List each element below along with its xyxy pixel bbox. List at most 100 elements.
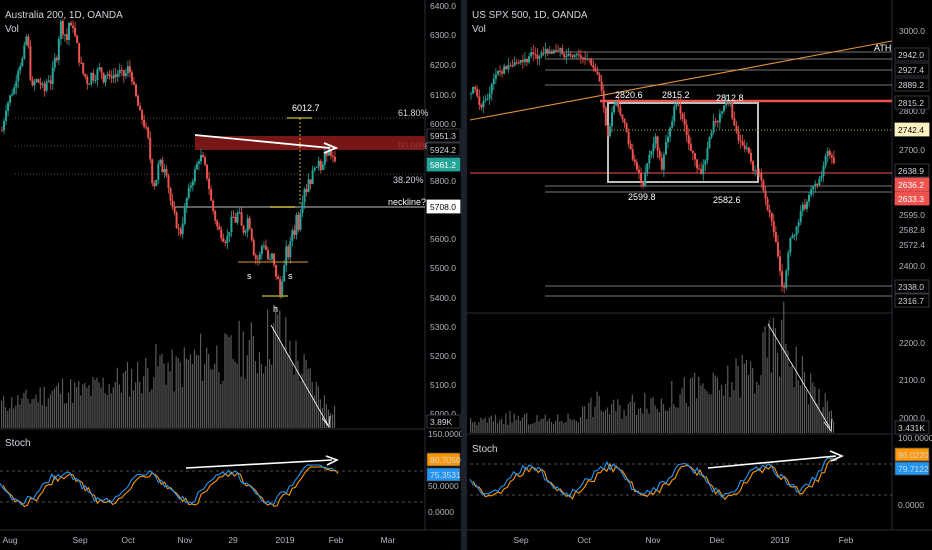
volume-bar (228, 337, 230, 428)
volume-bar (810, 373, 812, 433)
volume-bar (212, 369, 214, 428)
candle-body (511, 66, 514, 68)
time-axis[interactable]: Aug Sep Oct Nov 29 2019 Feb Mar (2, 535, 395, 545)
volume-bar (108, 384, 110, 428)
volume-bar (538, 421, 540, 433)
candle-body (590, 59, 593, 66)
volume-bar (118, 384, 120, 428)
candle-body (725, 101, 728, 106)
candle-body (311, 170, 314, 185)
volume-bar (472, 422, 474, 433)
candle-body (124, 73, 127, 77)
price-tick: 2100.0 (899, 375, 925, 385)
volume-bar (220, 383, 222, 428)
volume-bar (275, 306, 277, 428)
candle-body (555, 50, 558, 52)
candle-body (486, 98, 489, 100)
volume-bar (523, 414, 526, 433)
candle-body (472, 86, 475, 94)
candle-body (41, 83, 44, 85)
candle-body (295, 214, 298, 235)
price-label-bg (894, 293, 930, 308)
volume-bar (53, 388, 55, 428)
candle-body (226, 236, 229, 244)
volume-bar (252, 336, 254, 428)
volume-bar (627, 403, 629, 433)
volume-bar (735, 358, 737, 433)
candle-body (53, 57, 56, 68)
volume-bar (277, 314, 279, 428)
candle-body (275, 264, 278, 277)
candle-body (27, 36, 30, 47)
price-label-bg (426, 199, 461, 214)
candle-body (181, 223, 184, 235)
candle-body (774, 232, 777, 243)
candle-body (271, 253, 274, 259)
volume-bar (486, 422, 488, 433)
aus200-chart[interactable]: 61.80%50.00%38.20% 6012.7 neckline? s s h 64… (0, 0, 464, 545)
volume-bar (768, 320, 770, 433)
price-label: 2815.2 (898, 98, 924, 108)
spx500-chart[interactable]: ATH 2820.6 2815.2 2812.8 2599.8 2582.6 3000.0… (467, 0, 932, 545)
volume-bar (151, 389, 153, 428)
candle-body (534, 54, 537, 56)
candle-body (293, 230, 296, 235)
target-label: 6012.7 (292, 103, 320, 113)
candle-body (766, 198, 769, 210)
candle-body (185, 197, 188, 208)
candle-body (673, 106, 676, 122)
candle-body (86, 76, 89, 85)
candle-body (212, 200, 215, 212)
candle-body (519, 59, 522, 63)
candle-body (828, 151, 831, 155)
price-label: 2942.0 (898, 50, 924, 60)
candle-body (737, 131, 740, 141)
candle-body (530, 52, 533, 57)
time-axis[interactable]: Sep Oct Nov Dec 2019 Feb (513, 535, 853, 545)
candle-body (325, 152, 328, 156)
price-axis[interactable]: 6400.06300.06200.06100.06000.05800.05700… (426, 1, 464, 517)
candle-body (586, 58, 589, 60)
volume-bar (29, 403, 31, 428)
time-tick: 29 (228, 535, 238, 545)
candle-body (731, 101, 734, 119)
candle-body (654, 136, 657, 144)
candle-body (281, 281, 284, 296)
volume-bar (137, 362, 139, 428)
candle-body (528, 56, 531, 63)
price-tick: 2000.0 (899, 413, 925, 423)
volume-bar (171, 349, 173, 428)
volume-bar (814, 386, 816, 433)
volume-bar (550, 421, 553, 433)
price-label-bg (894, 279, 930, 294)
candle-body (492, 78, 495, 85)
volume-bar (747, 374, 750, 433)
price-axis[interactable]: 3000.02900.02800.02700.02600.02595.02582… (894, 26, 932, 510)
arrowhead (325, 455, 340, 466)
candle-body (503, 66, 506, 74)
candle-body (210, 189, 213, 201)
ath-label: ATH (874, 43, 891, 53)
candle-body (126, 66, 129, 74)
volume-bar (623, 409, 625, 433)
volume-bar (488, 417, 490, 433)
time-tick: Nov (177, 535, 193, 545)
candle-body (230, 216, 233, 233)
candle-body (818, 178, 821, 186)
volume-bar (664, 410, 667, 433)
price-tick: 2700.0 (899, 145, 925, 155)
candle-body (517, 62, 520, 64)
price-tick: 2800.0 (899, 106, 925, 116)
volume-bar (640, 407, 642, 433)
candle-body (762, 180, 765, 191)
candle-body (536, 54, 539, 59)
candle-body (822, 165, 825, 177)
layout-splitter[interactable] (461, 0, 467, 550)
candle-body (768, 209, 771, 213)
candle-body (824, 155, 827, 166)
candle-body (242, 225, 245, 233)
volume-bar (147, 368, 149, 428)
volume-bar (234, 361, 236, 428)
candle-body (646, 163, 649, 173)
